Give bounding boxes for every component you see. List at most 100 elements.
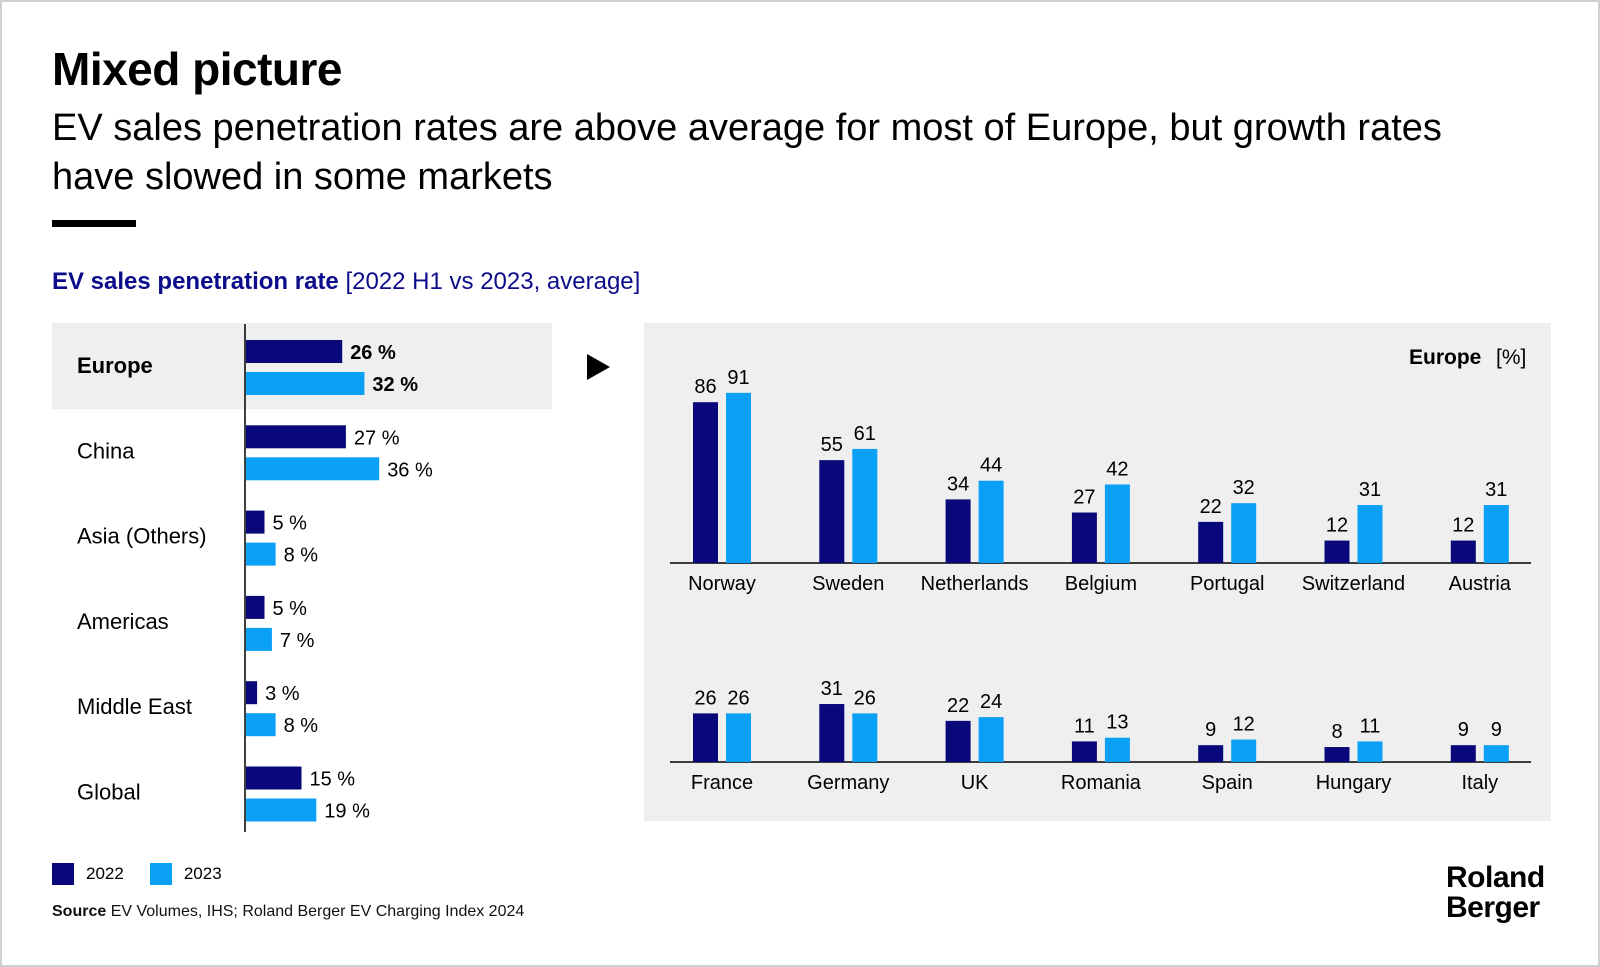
bar-2023-france [726,713,751,762]
legend: 2022 2023 [52,863,248,885]
value-label-2022-hungary: 8 [1331,721,1342,743]
bar-label-2023-asia-others: 8 % [284,545,319,567]
source-note: Source EV Volumes, IHS; Roland Berger EV… [52,903,524,921]
bar-label-2022-asia-others: 5 % [273,513,308,535]
bar-2023-portugal [1231,503,1257,563]
bar-2022-global [246,766,302,790]
country-label-hungary: Hungary [1316,772,1392,794]
bar-2022-spain [1198,745,1224,762]
legend-swatch-2022 [52,863,74,885]
bar-2022-netherlands [945,499,971,563]
bar-2023-austria [1483,505,1509,563]
slide-subtitle: EV sales penetration rates are above ave… [52,107,1442,198]
country-label-switzerland: Switzerland [1302,573,1405,595]
bar-2022-italy [1450,745,1476,762]
value-label-2022-switzerland: 12 [1326,515,1348,537]
legend-label-2023: 2023 [183,864,222,883]
chart-heading-bracket: [2022 H1 vs 2023, average] [345,268,641,295]
country-label-spain: Spain [1202,772,1253,794]
region-label-americas: Americas [77,609,169,634]
value-label-2022-belgium: 27 [1073,487,1095,509]
bar-2023-norway [726,392,751,563]
value-label-2023-germany: 26 [854,687,876,709]
slide-title: Mixed picture [52,43,343,95]
bar-2022-portugal [1198,521,1224,563]
bar-2023-italy [1483,745,1509,762]
bar-2022-uk [945,720,971,762]
bar-2022-austria [1450,540,1476,563]
bar-2022-china [246,425,346,449]
value-label-2022-portugal: 22 [1200,496,1222,518]
bar-label-2022-china: 27 % [354,427,400,449]
bar-2022-switzerland [1324,540,1350,563]
value-label-2022-germany: 31 [821,678,843,700]
bar-2023-romania [1104,737,1130,762]
bar-label-2022-global: 15 % [310,769,356,791]
value-label-2022-uk: 22 [947,695,969,717]
bar-2022-romania [1071,741,1097,762]
country-label-romania: Romania [1061,772,1142,794]
chart-heading: EV sales penetration rate [2022 H1 vs 20… [52,268,640,296]
country-label-austria: Austria [1449,573,1512,595]
value-label-2022-norway: 86 [694,376,716,398]
bar-2022-middle-east [246,681,258,705]
value-label-2023-romania: 13 [1106,712,1128,734]
chart-heading-title: EV sales penetration rate [52,268,339,295]
country-label-netherlands: Netherlands [921,573,1029,595]
bar-2023-spain [1231,739,1257,762]
region-label-asia-others: Asia (Others) [77,524,207,549]
country-label-portugal: Portugal [1190,573,1265,595]
country-label-sweden: Sweden [812,573,884,595]
country-label-germany: Germany [807,772,889,794]
value-label-2023-belgium: 42 [1106,458,1128,480]
bar-2022-belgium [1071,512,1097,563]
bar-label-2023-china: 36 % [387,459,433,481]
bar-label-2022-americas: 5 % [273,598,308,620]
logo-line-2: Berger [1446,891,1540,924]
bar-2023-uk [978,717,1004,762]
europe-panel-unit: [%] [1496,346,1526,369]
value-label-2022-sweden: 55 [821,434,843,456]
country-label-italy: Italy [1461,772,1498,794]
logo-line-1: Roland [1446,861,1545,894]
legend-item-2022: 2022 [52,863,124,885]
bar-2023-switzerland [1357,505,1383,563]
bar-2023-belgium [1104,484,1130,563]
country-label-belgium: Belgium [1065,573,1137,595]
bar-label-2023-global: 19 % [324,801,370,823]
region-label-middle-east: Middle East [77,694,192,719]
source-text: EV Volumes, IHS; Roland Berger EV Chargi… [110,903,525,920]
bar-label-2022-middle-east: 3 % [265,683,300,705]
bar-2023-asia-others [246,542,276,566]
source-label: Source [52,903,107,920]
value-label-2023-italy: 9 [1491,719,1502,741]
bar-2022-europe [246,340,343,363]
bar-2023-netherlands [978,480,1004,563]
bar-2023-hungary [1357,741,1383,762]
bar-2023-middle-east [246,713,276,737]
bar-2022-france [693,713,718,762]
value-label-2022-spain: 9 [1205,719,1216,741]
bar-label-2022-europe: 26 % [350,342,396,364]
bar-2022-hungary [1324,747,1350,762]
value-label-2023-netherlands: 44 [980,455,1002,477]
roland-berger-logo: Roland Berger [1446,863,1545,923]
arrow-icon [587,354,610,380]
region-label-global: Global [77,780,141,805]
value-label-2023-switzerland: 31 [1359,479,1381,501]
value-label-2023-portugal: 32 [1233,477,1255,499]
value-label-2023-france: 26 [727,687,749,709]
value-label-2023-spain: 12 [1233,714,1255,736]
bar-2022-germany [819,704,845,762]
region-label-china: China [77,438,135,463]
bar-2023-europe [246,372,365,395]
europe-panel-title: Europe [1409,346,1481,369]
value-label-2022-romania: 11 [1074,715,1095,737]
bar-2023-china [246,457,380,481]
legend-swatch-2023 [149,863,172,885]
bar-label-2023-europe: 32 % [372,374,418,396]
bar-2022-sweden [819,460,845,563]
value-label-2023-norway: 91 [727,367,749,389]
